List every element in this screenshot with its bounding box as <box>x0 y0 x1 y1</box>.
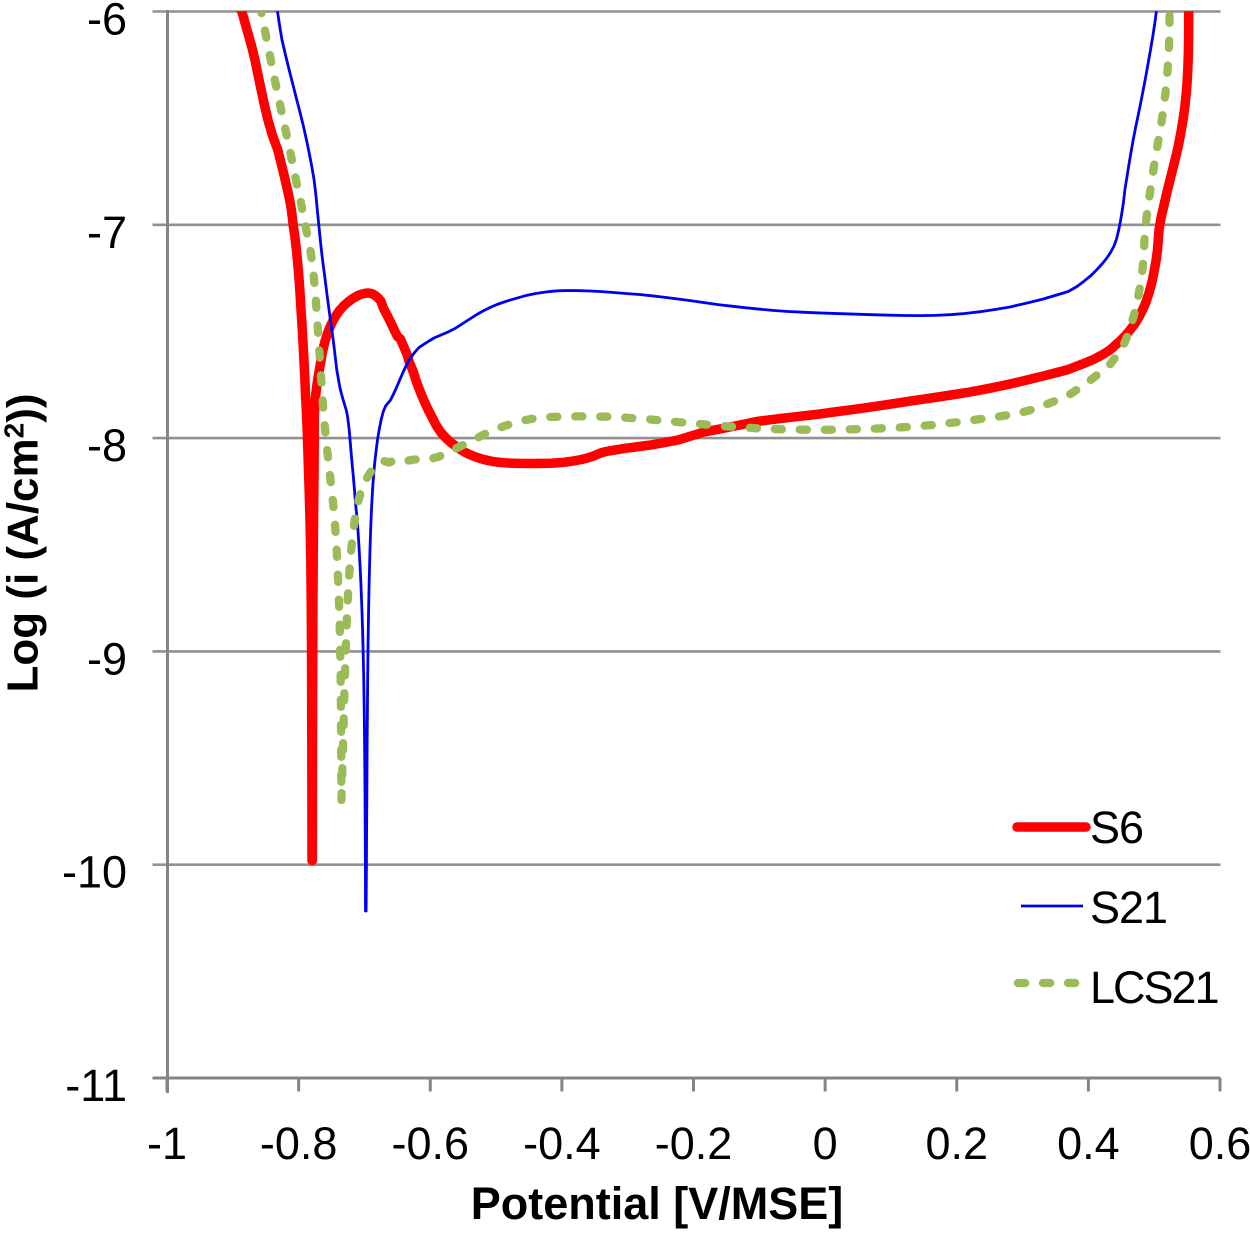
svg-text:Log (i (A/cm2)): Log (i (A/cm2)) <box>0 393 48 692</box>
svg-text:0.6: 0.6 <box>1189 1118 1250 1169</box>
svg-text:-0.8: -0.8 <box>260 1118 338 1169</box>
svg-text:S6: S6 <box>1090 802 1143 853</box>
svg-text:LCS21: LCS21 <box>1090 962 1218 1013</box>
svg-text:-7: -7 <box>87 207 127 258</box>
svg-text:0.2: 0.2 <box>925 1118 988 1169</box>
svg-text:-1: -1 <box>147 1118 187 1169</box>
svg-text:-10: -10 <box>62 847 127 898</box>
svg-text:-8: -8 <box>87 420 127 471</box>
svg-text:Potential [V/MSE]: Potential [V/MSE] <box>471 1178 844 1229</box>
svg-text:-6: -6 <box>87 0 127 45</box>
svg-text:-0.6: -0.6 <box>391 1118 469 1169</box>
svg-text:-11: -11 <box>65 1060 127 1111</box>
svg-text:-0.4: -0.4 <box>523 1118 601 1169</box>
svg-text:0: 0 <box>813 1118 838 1169</box>
svg-text:0.4: 0.4 <box>1057 1118 1120 1169</box>
svg-text:-0.2: -0.2 <box>655 1118 733 1169</box>
svg-text:-9: -9 <box>87 633 127 684</box>
svg-text:S21: S21 <box>1090 882 1167 933</box>
